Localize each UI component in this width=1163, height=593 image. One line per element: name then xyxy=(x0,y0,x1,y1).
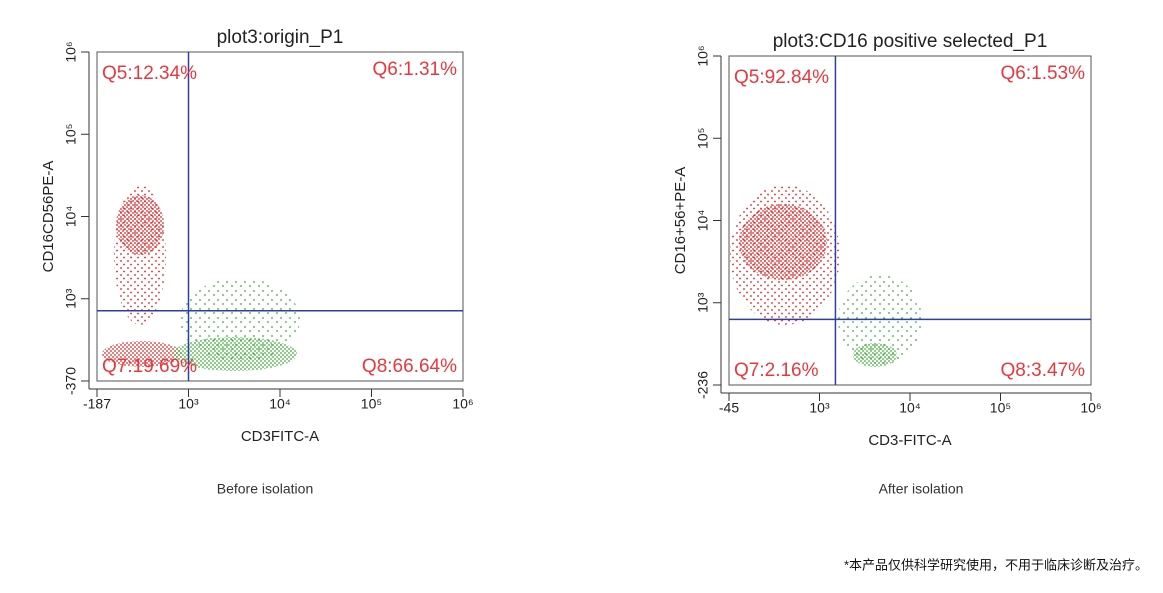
cluster xyxy=(853,343,897,367)
chart-title: plot3:origin_P1 xyxy=(217,27,344,48)
y-tick-label: -370 xyxy=(63,367,79,395)
y-tick-label: 10³ xyxy=(63,288,79,309)
y-tick-label: 10⁵ xyxy=(63,124,79,145)
x-tick-label: 10³ xyxy=(809,400,830,416)
y-axis-label: CD16+56+PE-A xyxy=(672,167,689,275)
x-tick-label: 10⁴ xyxy=(899,400,921,416)
y-tick-label: 10⁶ xyxy=(63,41,79,62)
chart-title: plot3:CD16 positive selected_P1 xyxy=(773,31,1048,52)
x-tick-label: 10⁵ xyxy=(361,396,382,412)
cell-clusters-1 xyxy=(102,185,300,371)
x-axis-label: CD3-FITC-A xyxy=(868,432,951,449)
y-tick-label: 10³ xyxy=(695,292,711,313)
x-axis-label: CD3FITC-A xyxy=(241,428,319,445)
quadrant-label: Q8:66.64% xyxy=(362,356,457,377)
caption: After isolation xyxy=(879,481,964,497)
x-tick-label: 10⁶ xyxy=(452,396,473,412)
y-axis-label: CD16CD56PE-A xyxy=(40,161,57,273)
cell-clusters-2 xyxy=(730,185,922,367)
quadrant-label: Q7:2.16% xyxy=(734,360,819,381)
quadrant-label: Q6:1.53% xyxy=(1001,63,1086,84)
cluster xyxy=(102,341,182,367)
y-tick-label: 10⁴ xyxy=(695,210,711,232)
footer: *本产品仅供科学研究使用，不用于临床诊断及治疗。 xyxy=(844,557,1148,572)
x-tick-label: -187 xyxy=(83,396,111,412)
x-tick-label: 10⁶ xyxy=(1080,400,1101,416)
y-tick-label: 10⁵ xyxy=(695,128,711,149)
x-tick-label: -45 xyxy=(719,400,739,416)
cluster xyxy=(173,337,297,371)
x-tick-label: 10⁴ xyxy=(269,396,291,412)
quadrant-label: Q5:12.34% xyxy=(102,63,197,84)
x-tick-label: 10³ xyxy=(178,396,199,412)
quadrant-label: Q6:1.31% xyxy=(373,59,458,80)
cluster xyxy=(116,195,164,255)
cluster xyxy=(739,204,827,280)
quadrant-label: Q7:19.69% xyxy=(102,356,197,377)
quadrant-label: Q5:92.84% xyxy=(734,67,829,88)
x-tick-label: 10⁵ xyxy=(990,400,1011,416)
plot-frame xyxy=(728,55,1092,386)
y-tick-label: -236 xyxy=(695,371,711,399)
y-tick-label: 10⁴ xyxy=(63,206,79,228)
caption: Before isolation xyxy=(217,481,314,497)
plot-frame xyxy=(96,51,464,382)
y-tick-label: 10⁶ xyxy=(695,45,711,66)
quadrant-label: Q8:3.47% xyxy=(1001,360,1086,381)
